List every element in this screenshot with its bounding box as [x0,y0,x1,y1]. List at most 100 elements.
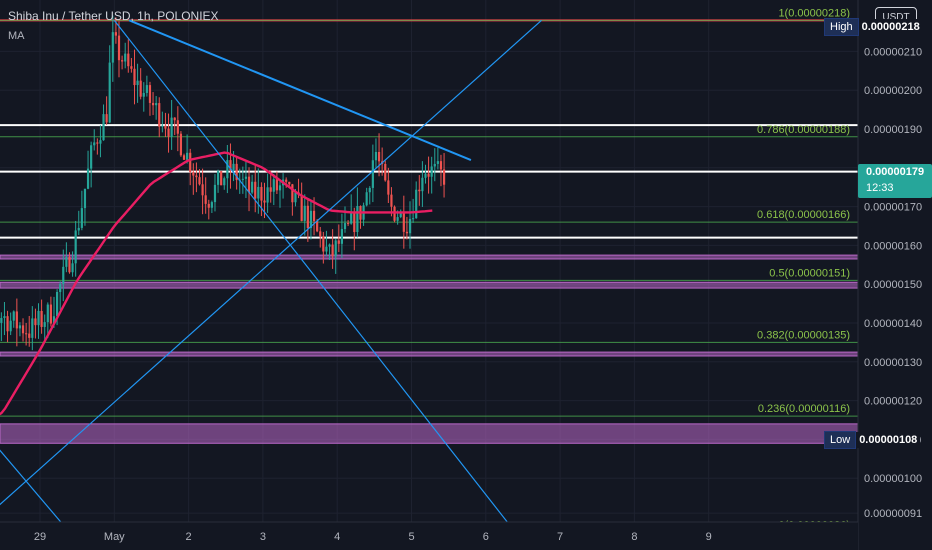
candle-body [241,178,244,180]
candle-body [266,187,269,203]
candle-body [288,181,291,185]
candle-body [34,318,37,326]
candle-body [294,192,297,203]
candle-body [331,244,334,257]
candle-body [3,316,6,319]
price-tick-label: 0.00000120 [864,396,922,408]
moving-average [0,151,433,416]
candle-body [251,181,254,193]
candle-body [220,171,223,186]
candle-body [387,180,390,195]
candle-body [272,179,275,192]
candle-body [229,160,232,170]
current-price-value: 0.00000179 [866,166,925,178]
candle-body [226,160,229,179]
candle-body [55,292,59,317]
candle-body [186,152,189,160]
candle-body [350,212,353,224]
candle-body [93,142,96,146]
candle-body [424,173,427,178]
candle-body [62,266,65,284]
candle-body [353,212,356,233]
fib-level-label: 0.786(0.00000188) [757,124,850,136]
candle-body [377,151,381,162]
price-axis-bg [858,0,932,550]
candle-body [96,142,99,144]
time-axis[interactable]: 29 May 2 3 4 5 6 7 8 9 [0,521,858,550]
candle-body [40,310,43,327]
candle-body [312,210,316,222]
candle-body [167,128,170,137]
time-tick-label: 3 [260,531,266,543]
candle-body [80,208,83,228]
candle-body [71,263,74,273]
candle-body [86,168,90,189]
price-axis[interactable]: 0.000000910.000001000.000001100.00000120… [857,0,932,550]
candle-body [182,155,186,160]
candle-body [412,218,415,220]
time-tick-label: 9 [706,531,712,543]
price-tick-label: 0.00000140 [864,318,922,330]
candle-body [204,195,207,204]
candle-body [83,188,87,209]
candle-body [433,163,436,167]
candle-body [15,311,18,329]
time-tick-label: 4 [334,531,340,543]
high-label: High [824,18,859,36]
candle-body [356,205,359,233]
candle-body [49,304,52,324]
candle-body [257,186,260,199]
price-tick-label: 0.00000170 [864,202,922,214]
trend-line [128,19,472,161]
candle-body [46,304,49,323]
candle-body [300,194,303,221]
candle-body [346,223,350,225]
candle-body [254,181,257,199]
candle-body [68,257,71,273]
ma-indicator-label[interactable]: MA [8,30,25,42]
candle-body [439,161,443,170]
candle-body [322,236,325,252]
candle-body [111,32,114,63]
candlestick-series [0,15,446,351]
candle-body [291,184,294,203]
candle-body [179,133,183,156]
support-zone [0,254,859,260]
low-label: Low [824,431,857,449]
candle-body [374,151,378,161]
candle-body [151,102,155,106]
time-tick-label: 7 [557,531,563,543]
trend-line [0,449,71,533]
candle-body [368,187,371,193]
candle-body [6,316,9,332]
candle-body [130,66,133,69]
support-zone [0,423,859,444]
price-tick-label: 0.00000100 [864,473,922,485]
candle-body [365,192,368,206]
trend-line [113,19,516,533]
fib-level-label: 0.236(0.00000116) [758,403,850,415]
fibonacci-retracement: 1(0.00000218) 0.786(0.00000188) 0.618(0.00… [0,7,858,534]
fib-level-label: 1(0.00000218) [778,7,850,19]
price-tick-label: 0.00000210 [864,46,922,58]
candle-body [442,169,446,185]
candle-body [192,172,195,176]
candle-body [216,171,220,185]
time-tick-label: May [104,531,125,543]
candle-body [393,206,396,221]
time-tick-label: 5 [408,531,414,543]
candle-body [164,125,167,129]
candle-body [105,114,108,123]
candle-body [436,161,439,164]
candle-body [384,163,387,181]
bar-countdown: 12:33 [866,182,894,194]
price-tick-label: 0.00000150 [864,279,922,291]
candle-body [418,189,421,192]
candle-body [124,53,127,62]
candle-body [371,160,374,188]
candle-body [260,186,263,201]
fib-level-label: 0.5(0.00000151) [769,267,850,279]
chart-title: Shiba Inu / Tether USD, 1h, POLONIEX [8,9,219,23]
candle-body [136,80,139,86]
